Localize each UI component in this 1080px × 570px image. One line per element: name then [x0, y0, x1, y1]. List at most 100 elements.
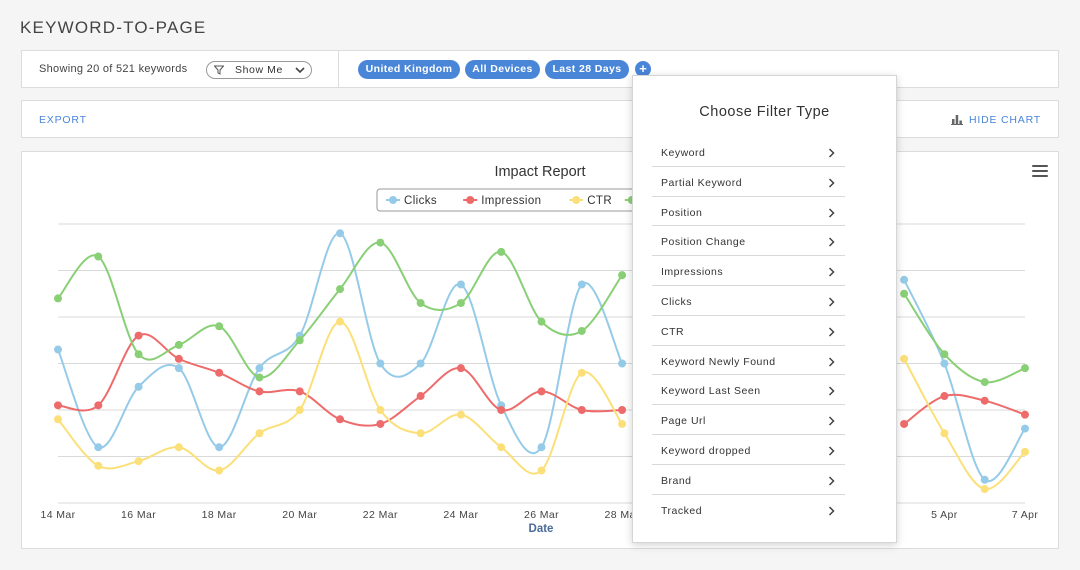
legend-marker — [389, 196, 397, 204]
filter-option-position-change[interactable]: Position Change — [652, 226, 845, 257]
data-point — [255, 364, 264, 373]
filter-option-page-url[interactable]: Page Url — [652, 405, 845, 435]
show-me-dropdown[interactable]: Show Me — [206, 61, 312, 79]
data-point — [900, 275, 909, 284]
data-point — [497, 443, 506, 452]
data-point — [215, 322, 224, 331]
chevron-right-icon — [828, 357, 835, 367]
data-point — [980, 485, 989, 494]
series-line-1 — [57, 333, 623, 427]
chevron-right-icon — [828, 178, 835, 188]
filter-type-menu: Choose Filter Type Keyword Partial Keywor… — [632, 75, 897, 543]
chart-menu-icon[interactable] — [1032, 165, 1048, 177]
data-point — [376, 419, 385, 428]
data-point — [336, 285, 345, 294]
legend-marker — [466, 196, 475, 204]
data-point — [577, 280, 586, 289]
chevron-right-icon — [828, 327, 835, 337]
data-point — [940, 429, 949, 438]
x-tick-label: 22 Mar — [363, 509, 398, 521]
data-point — [618, 359, 627, 368]
legend-marker — [572, 196, 581, 204]
data-point — [456, 364, 465, 373]
hide-chart-button[interactable]: HIDE CHART — [951, 114, 1041, 126]
x-tick-label: 14 Mar — [40, 509, 75, 521]
data-point — [295, 387, 304, 396]
chevron-right-icon — [828, 506, 835, 516]
data-point — [255, 387, 264, 396]
legend-label: Clicks — [404, 195, 437, 207]
data-point — [497, 406, 506, 414]
chevron-right-icon — [828, 237, 835, 247]
filter-option-position[interactable]: Position — [652, 197, 845, 227]
data-point — [1021, 424, 1029, 433]
data-point — [980, 378, 989, 387]
data-point — [54, 294, 62, 303]
data-point — [376, 406, 385, 414]
data-point — [94, 461, 103, 470]
data-point — [215, 443, 224, 452]
data-point — [1021, 447, 1029, 456]
filter-chip-country[interactable]: United Kingdom — [358, 60, 460, 79]
data-point — [255, 373, 264, 382]
data-point — [900, 289, 909, 298]
filter-type-list: Keyword Partial Keyword Position Position C… — [652, 137, 845, 524]
filter-option-label: Keyword Last Seen — [661, 385, 761, 398]
filter-chip-date-range[interactable]: Last 28 Days — [545, 60, 629, 79]
filter-option-keyword-dropped[interactable]: Keyword dropped — [652, 435, 845, 465]
page-title: KEYWORD-TO-PAGE — [20, 18, 207, 37]
legend-label: Impression — [481, 195, 541, 207]
filter-option-keyword-newly-found[interactable]: Keyword Newly Found — [652, 346, 845, 376]
data-point — [577, 406, 586, 414]
actions-bar: EXPORT HIDE CHART — [21, 100, 1059, 138]
filter-option-label: Tracked — [661, 504, 703, 517]
x-tick-label: 20 Mar — [282, 509, 317, 521]
data-point — [497, 247, 506, 256]
chevron-right-icon — [828, 386, 835, 396]
data-point — [134, 457, 143, 466]
filter-option-keyword-last-seen[interactable]: Keyword Last Seen — [652, 375, 845, 406]
data-point — [618, 271, 627, 280]
filter-option-label: Position Change — [661, 236, 746, 249]
chevron-right-icon — [828, 476, 835, 486]
data-point — [336, 317, 345, 326]
data-point — [537, 443, 546, 452]
data-point — [376, 238, 385, 247]
filter-option-impressions[interactable]: Impressions — [652, 256, 845, 286]
filter-option-keyword[interactable]: Keyword — [652, 137, 845, 167]
filter-option-clicks[interactable]: Clicks — [652, 286, 845, 316]
data-point — [1021, 364, 1029, 373]
data-point — [940, 350, 949, 359]
legend-label: CTR — [587, 195, 612, 207]
filter-option-brand[interactable]: Brand — [652, 465, 845, 495]
chevron-right-icon — [828, 297, 835, 307]
filter-option-label: Keyword Newly Found — [661, 355, 776, 368]
filter-option-label: Keyword — [661, 147, 706, 159]
data-point — [456, 410, 465, 419]
filter-option-label: Impressions — [661, 266, 724, 279]
data-point — [215, 368, 224, 377]
filter-option-ctr[interactable]: CTR — [652, 316, 845, 346]
data-point — [134, 382, 143, 391]
chevron-right-icon — [828, 416, 835, 426]
data-point — [537, 317, 546, 326]
data-point — [255, 429, 264, 438]
filter-option-partial-keyword[interactable]: Partial Keyword — [652, 167, 845, 197]
data-point — [54, 345, 62, 354]
data-point — [336, 229, 345, 238]
export-button[interactable]: EXPORT — [39, 114, 87, 126]
series-line-3 — [903, 293, 1026, 384]
filter-option-tracked[interactable]: Tracked — [652, 495, 845, 525]
add-filter-button[interactable]: + — [635, 61, 651, 77]
data-point — [376, 359, 385, 368]
x-tick-label: 7 Apr — [1012, 509, 1039, 521]
data-point — [577, 368, 586, 377]
data-point — [134, 350, 143, 359]
chart-canvas: Impact ReportClicksImpressionCTRAvera14 … — [40, 164, 1039, 535]
filter-chip-devices[interactable]: All Devices — [465, 60, 540, 79]
data-point — [537, 466, 546, 475]
filter-option-label: Keyword dropped — [661, 444, 751, 457]
data-point — [416, 359, 425, 368]
data-point — [537, 387, 546, 396]
data-point — [900, 419, 909, 428]
